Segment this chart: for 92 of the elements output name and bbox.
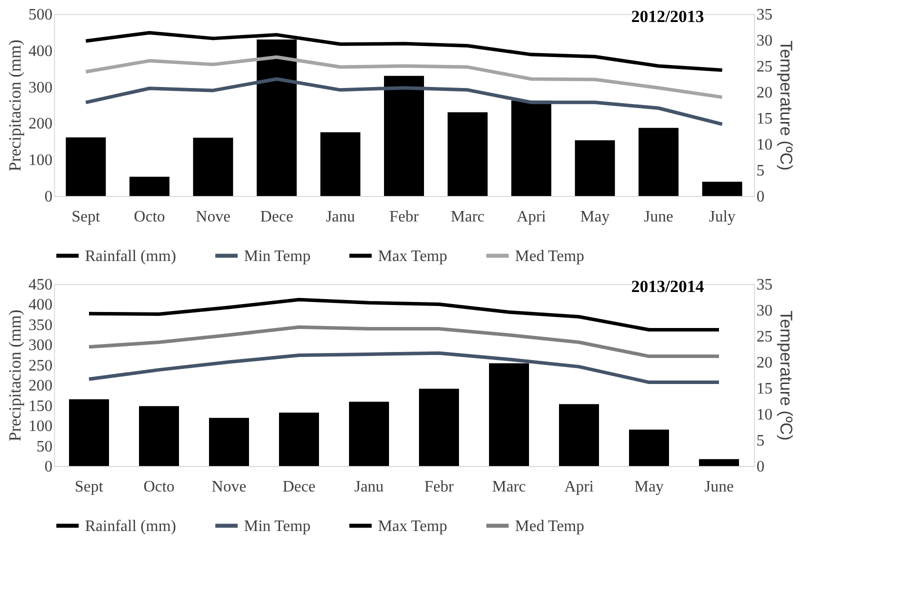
y-tick-label: 500 bbox=[28, 6, 52, 24]
legend-label: Med Temp bbox=[515, 518, 584, 535]
x-tick-label: Janu bbox=[354, 478, 384, 496]
line-series bbox=[84, 77, 724, 126]
x-tick-label: Apri bbox=[564, 478, 594, 496]
bar bbox=[419, 388, 459, 466]
y2-tick-label: 5 bbox=[756, 162, 764, 180]
legend-label: Med Temp bbox=[515, 248, 584, 265]
chart-title: 2012/2013 bbox=[631, 7, 704, 26]
y-tick-label: 450 bbox=[28, 276, 52, 294]
x-tick-label: Apri bbox=[516, 208, 546, 226]
y2-tick-label: 20 bbox=[756, 354, 772, 372]
y-tick-label: 150 bbox=[28, 398, 52, 415]
x-tick-label: Nove bbox=[212, 478, 246, 496]
y2-tick-label: 35 bbox=[756, 276, 772, 294]
legend-label: Max Temp bbox=[378, 248, 448, 265]
bar bbox=[511, 100, 552, 196]
x-tick-label: Sept bbox=[74, 478, 104, 496]
y2-tick-label: 5 bbox=[756, 432, 764, 450]
bar bbox=[559, 404, 599, 466]
y-tick-label: 0 bbox=[44, 458, 52, 476]
x-tick-label: Febr bbox=[424, 478, 454, 496]
x-tick-label: Dece bbox=[282, 478, 316, 496]
bar bbox=[209, 418, 249, 466]
bar bbox=[349, 402, 389, 466]
y2-axis-title: Temperature (ºC) bbox=[776, 40, 796, 170]
y-tick-label: 300 bbox=[28, 337, 52, 354]
x-tick-label: Febr bbox=[389, 208, 420, 226]
x-tick-label: June bbox=[704, 478, 734, 496]
y-tick-label: 400 bbox=[28, 296, 52, 314]
y2-tick-label: 35 bbox=[756, 6, 772, 24]
y2-tick-label: 30 bbox=[756, 32, 772, 50]
y-axis-title: Precipitacion (mm) bbox=[6, 310, 24, 442]
x-tick-label: Octo bbox=[134, 208, 166, 226]
legend-label: Min Temp bbox=[244, 248, 311, 265]
y-tick-label: 400 bbox=[28, 42, 52, 60]
y-tick-label: 300 bbox=[28, 79, 52, 96]
x-tick-label: July bbox=[708, 208, 736, 226]
y2-axis-title: Temperature (ºC) bbox=[776, 310, 796, 440]
y-axis-title: Precipitacion (mm) bbox=[6, 40, 24, 172]
y2-tick-label: 15 bbox=[756, 380, 772, 398]
y2-tick-label: 20 bbox=[756, 84, 772, 102]
y2-tick-label: 10 bbox=[756, 406, 772, 424]
y2-tick-label: 25 bbox=[756, 58, 772, 76]
bar bbox=[638, 128, 679, 196]
x-tick-label: Marc bbox=[492, 478, 526, 496]
y2-tick-label: 0 bbox=[756, 458, 764, 476]
bar bbox=[448, 112, 488, 196]
bar bbox=[66, 137, 106, 196]
y-tick-label: 100 bbox=[28, 152, 52, 170]
x-tick-label: Nove bbox=[196, 208, 230, 226]
line-series bbox=[87, 351, 721, 384]
line-series bbox=[87, 325, 721, 358]
x-tick-label: June bbox=[644, 208, 674, 226]
bar bbox=[320, 132, 360, 196]
y2-tick-label: 10 bbox=[756, 136, 772, 154]
y2-tick-label: 0 bbox=[756, 188, 764, 206]
chart-title: 2013/2014 bbox=[631, 277, 704, 296]
bar bbox=[384, 76, 424, 196]
y-tick-label: 50 bbox=[36, 438, 52, 456]
y-tick-label: 0 bbox=[44, 188, 52, 206]
bar bbox=[629, 430, 669, 466]
y2-tick-label: 30 bbox=[756, 302, 772, 320]
legend-label: Max Temp bbox=[378, 518, 448, 535]
bar bbox=[702, 182, 742, 196]
bar bbox=[139, 406, 179, 466]
y-tick-label: 250 bbox=[28, 357, 52, 374]
legend-label: Min Temp bbox=[244, 518, 311, 535]
y2-tick-label: 15 bbox=[756, 110, 772, 128]
legend-label: Rainfall (mm) bbox=[85, 518, 176, 535]
x-tick-label: Dece bbox=[260, 208, 294, 226]
bar bbox=[489, 363, 529, 466]
bar bbox=[699, 459, 739, 466]
line-series bbox=[84, 55, 724, 99]
y-tick-label: 200 bbox=[28, 378, 52, 395]
bar bbox=[129, 176, 170, 196]
x-tick-label: Sept bbox=[72, 208, 101, 226]
bar bbox=[574, 140, 615, 196]
x-tick-label: Janu bbox=[326, 208, 356, 226]
y-tick-label: 100 bbox=[28, 418, 52, 436]
bar bbox=[193, 138, 234, 196]
bar bbox=[69, 399, 109, 466]
x-tick-label: May bbox=[580, 208, 610, 226]
x-tick-label: Marc bbox=[450, 208, 485, 226]
bar bbox=[279, 412, 319, 466]
y2-tick-label: 25 bbox=[756, 328, 772, 346]
y-tick-label: 200 bbox=[28, 116, 52, 133]
x-tick-label: May bbox=[634, 478, 664, 496]
line-series bbox=[87, 298, 721, 332]
y-tick-label: 350 bbox=[28, 316, 52, 334]
x-tick-label: Octo bbox=[143, 478, 175, 496]
legend-label: Rainfall (mm) bbox=[85, 248, 176, 265]
